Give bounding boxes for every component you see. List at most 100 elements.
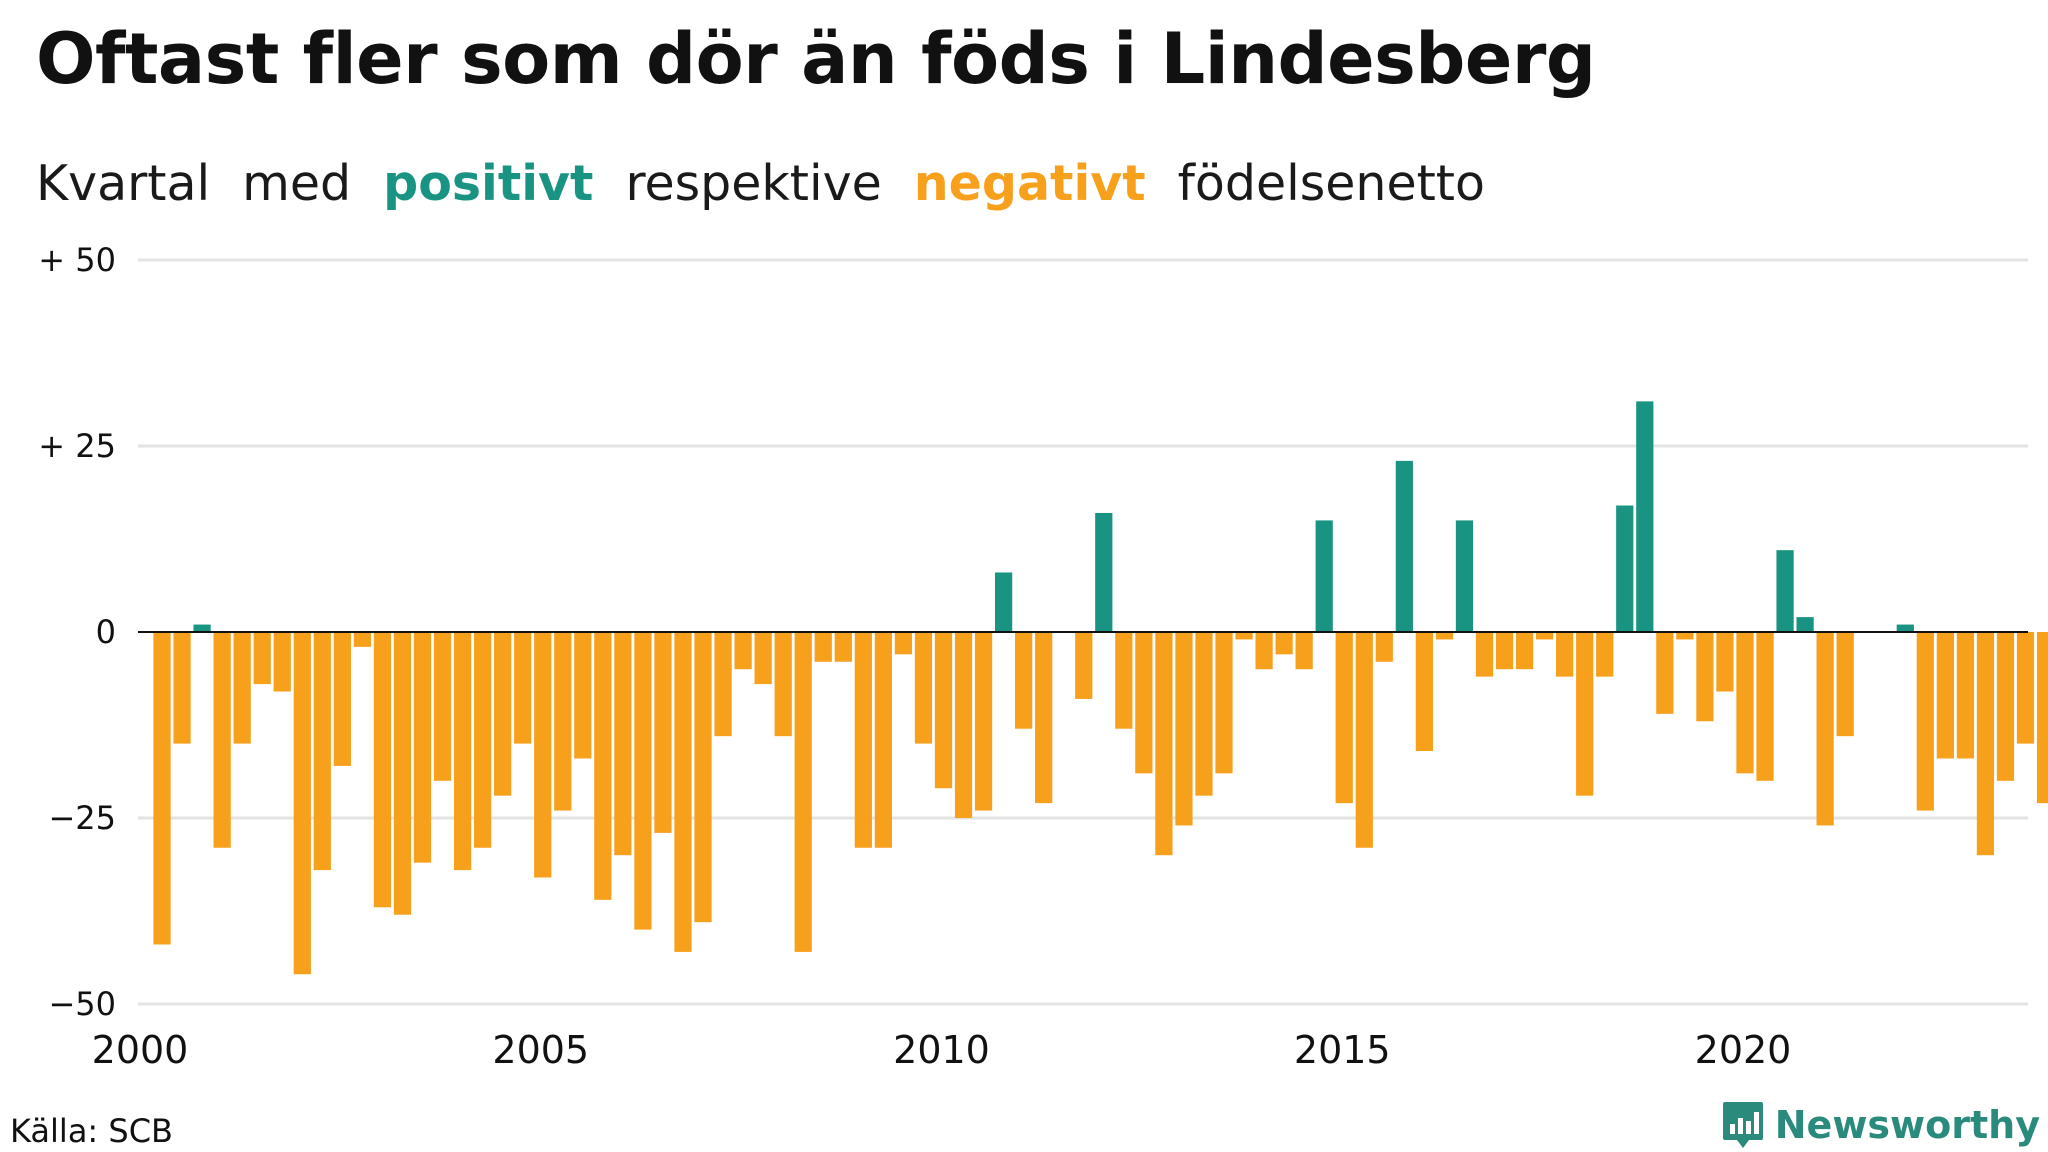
bar-positive (1896, 624, 1914, 632)
bar-negative (413, 632, 432, 863)
bar-positive (994, 572, 1013, 632)
y-axis-ticks: + 50 + 25 0 −25 −50 (38, 241, 116, 1023)
bar-negative (954, 632, 973, 818)
bar-negative (313, 632, 331, 871)
bar-negative (754, 632, 772, 685)
bar-negative (1956, 632, 1975, 759)
bar-chart: + 50 + 25 0 −25 −50 2000 2005 2010 2015 2020 (38, 241, 2048, 1072)
bar-negative (373, 632, 392, 908)
bar-positive (1616, 505, 1634, 632)
bar-negative (974, 632, 993, 811)
bar-negative (674, 632, 692, 952)
bar-negative (1736, 632, 1754, 774)
bar-positive (1095, 512, 1113, 632)
bar-negative (1596, 632, 1614, 677)
bar-negative (1936, 632, 1954, 759)
bar-negative (694, 632, 712, 923)
bar-negative (1175, 632, 1193, 826)
bar-negative (1335, 632, 1353, 804)
bar-negative (1916, 632, 1934, 811)
bar-negative (1976, 632, 1995, 856)
bar-negative (453, 632, 472, 871)
bar-negative (914, 632, 933, 744)
newsworthy-logo: Newsworthy (1721, 1100, 2040, 1150)
subtitle-negative: negativt (913, 155, 1146, 212)
bar-negative (614, 632, 632, 856)
bar-negative (1475, 632, 1494, 677)
bar-positive (193, 624, 211, 632)
bar-negative (814, 632, 832, 662)
x-tick-label: 2000 (92, 1028, 189, 1072)
bar-negative (2016, 632, 2035, 744)
bar-negative (894, 632, 913, 655)
bar-positive (1636, 401, 1654, 632)
x-tick-label: 2010 (893, 1028, 990, 1072)
bar-positive (1395, 460, 1413, 632)
bar-negative (574, 632, 592, 759)
bar-negative (1716, 632, 1734, 692)
bar-negative (1816, 632, 1834, 826)
bar-negative (1295, 632, 1313, 670)
bar-negative (233, 632, 251, 744)
bar-negative (2036, 632, 2048, 804)
bar-negative (1255, 632, 1273, 670)
source-label: Källa: SCB (10, 1112, 173, 1150)
y-tick-label: −25 (48, 799, 116, 837)
subtitle-positive: positivt (383, 155, 594, 212)
bar-negative (1996, 632, 2015, 781)
bar-negative (273, 632, 291, 692)
bar-negative (1375, 632, 1393, 662)
bar-negative (173, 632, 191, 744)
subtitle-fodelsenetto: födelsenetto (1177, 155, 1485, 212)
y-tick-label: 0 (96, 613, 116, 651)
x-tick-label: 2015 (1294, 1028, 1391, 1072)
bar-negative (834, 632, 852, 662)
bar-negative (213, 632, 231, 848)
bar-negative (293, 632, 311, 975)
bar-negative (494, 632, 512, 796)
bar-negative (1115, 632, 1133, 729)
bar-negative (1495, 632, 1514, 670)
bar-negative (1656, 632, 1674, 714)
bar-negative (1235, 632, 1253, 640)
grid-lines (138, 258, 2028, 1006)
bar-negative (554, 632, 572, 811)
bar-negative (734, 632, 752, 670)
bar-negative (1215, 632, 1233, 774)
x-tick-label: 2020 (1695, 1028, 1792, 1072)
bar-negative (1155, 632, 1173, 856)
bar-negative (1415, 632, 1433, 752)
bar-negative (433, 632, 452, 781)
bar-negative (1355, 632, 1373, 848)
bar-negative (534, 632, 552, 878)
bar-negative (1435, 632, 1454, 640)
bar-negative (1676, 632, 1694, 640)
bar-negative (1035, 632, 1053, 804)
bar-negative (1836, 632, 1854, 737)
bar-negative (1535, 632, 1554, 640)
bar-negative (874, 632, 892, 848)
x-tick-label: 2005 (492, 1028, 589, 1072)
bar-negative (714, 632, 732, 737)
bar-negative (794, 632, 812, 952)
y-tick-label: + 50 (38, 241, 116, 279)
bar-negative (1135, 632, 1153, 774)
bar-negative (153, 632, 171, 945)
bar-negative (1576, 632, 1594, 796)
bar-positive (1315, 520, 1333, 632)
subtitle-kvartal: Kvartal (36, 155, 211, 212)
bar-positive (1796, 617, 1814, 632)
bar-negative (1075, 632, 1093, 699)
bars (153, 401, 2048, 975)
bar-negative (393, 632, 412, 915)
newsworthy-logo-icon (1722, 1102, 1763, 1148)
subtitle-respektive: respektive (625, 155, 882, 212)
bar-negative (1756, 632, 1774, 781)
bar-negative (353, 632, 372, 647)
bar-negative (514, 632, 532, 744)
brand-name: Newsworthy (1774, 1103, 2040, 1147)
chart-title: Oftast fler som dör än föds i Lindesberg (36, 18, 1596, 100)
bar-negative (654, 632, 672, 833)
bar-negative (1515, 632, 1534, 670)
bar-negative (774, 632, 792, 737)
